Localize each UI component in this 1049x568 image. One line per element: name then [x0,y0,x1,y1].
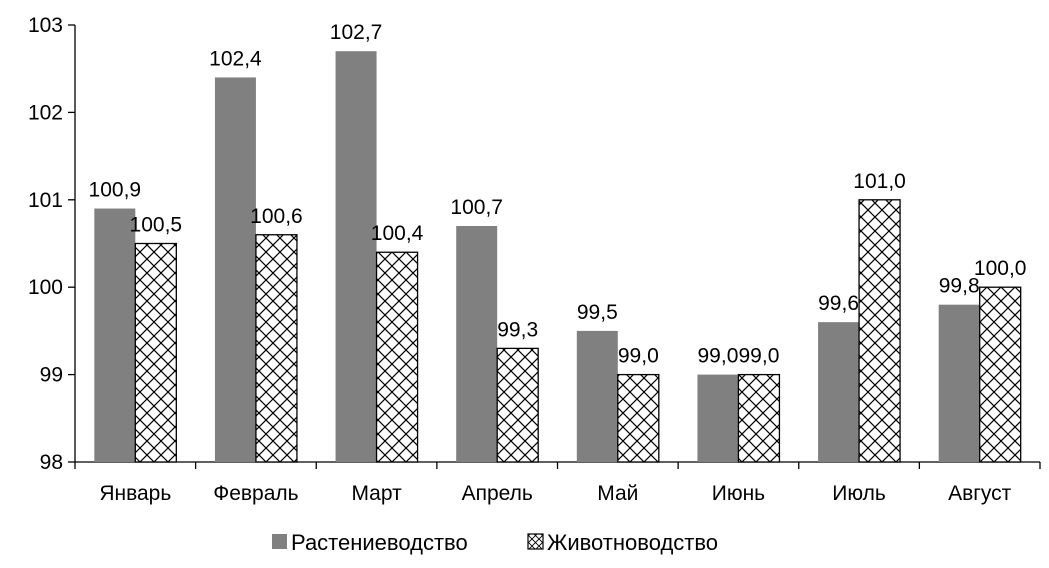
y-tick-label: 102 [28,101,63,124]
x-tick-label: Май [597,482,638,505]
legend-swatch-livestock [527,533,544,550]
x-tick-label: Январь [99,482,171,505]
chart-bars [94,51,1022,463]
x-tick-label: Июль [832,482,886,505]
y-tick-label: 103 [28,14,63,37]
bar-livestock [858,199,901,463]
y-tick-label: 98 [40,451,63,474]
bar-livestock [255,234,298,463]
chart-legend: Растениеводство Животноводство [272,530,718,555]
bar-crops [697,374,739,462]
bar-crops [456,226,498,462]
data-label: 100,5 [130,214,183,237]
chart-data-labels: 100,9 100,5 102,4 100,6 102,7 100,4 100,7 99,3 9… [89,21,1027,367]
legend-item-livestock: Животноводство [527,530,718,555]
data-label: 99,3 [497,318,538,341]
x-tick-label: Март [351,482,402,505]
data-label: 99,0 [698,345,739,368]
bar-livestock [737,373,781,463]
data-label: 102,4 [209,47,262,70]
legend-label: Животноводство [547,530,718,555]
x-tick-label: Июнь [712,482,765,505]
y-tick-label: 100 [28,276,63,299]
data-label: 99,0 [739,345,780,368]
bar-crops [94,208,136,462]
bar-crops [818,322,860,462]
data-label: 99,5 [577,301,618,324]
bar-livestock [979,286,1022,463]
legend-item-crops: Растениеводство [272,530,468,555]
legend-swatch-crops [272,534,287,549]
y-tick-label: 101 [28,189,63,212]
data-label: 100,7 [450,196,503,219]
data-label: 100,6 [250,205,303,228]
data-label: 99,6 [818,292,859,315]
data-label: 100,4 [371,222,424,245]
data-label: 100,9 [89,179,142,202]
data-label: 101,0 [853,170,906,193]
y-tick-label: 99 [40,364,63,387]
data-label: 102,7 [330,21,383,44]
bar-livestock [617,373,660,463]
bar-livestock [375,251,419,463]
bar-crops [938,304,980,462]
data-label: 100,0 [974,257,1027,280]
x-tick-label: Август [948,482,1012,505]
bar-crops [576,330,618,462]
x-tick-label: Апрель [462,482,533,505]
bar-crops [214,77,256,462]
bar-livestock [134,242,177,463]
x-tick-label: Февраль [213,482,298,505]
data-label: 99,0 [618,345,659,368]
chart-axes: 98 99 100 101 102 103 Январь Февраль Март Апрель М… [28,14,1041,505]
bar-livestock [496,347,539,463]
legend-label: Растениеводство [291,530,468,555]
data-label: 99,8 [939,275,980,298]
bar-crops [335,51,377,462]
